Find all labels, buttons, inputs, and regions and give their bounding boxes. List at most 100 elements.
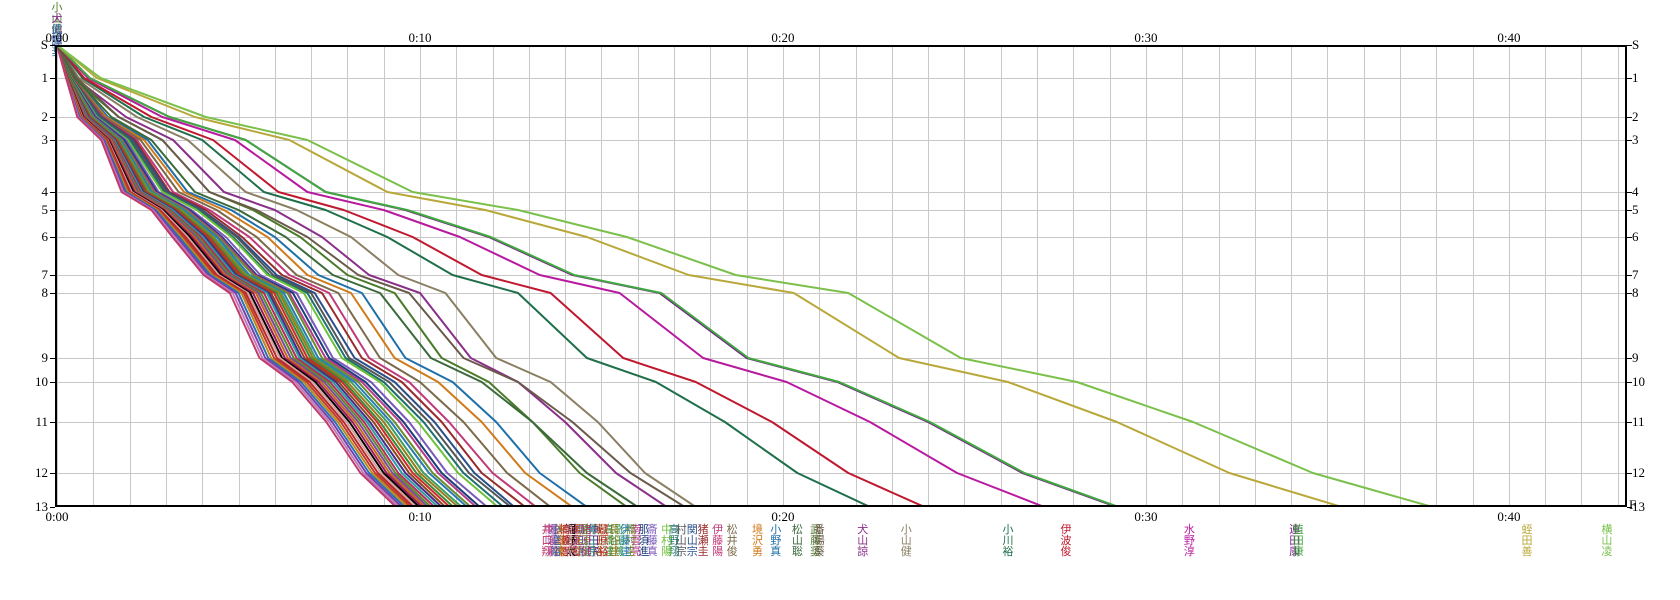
y-axis-finish-label: F: [1629, 497, 1637, 512]
y-axis-tick-label: 9: [1632, 350, 1639, 365]
runner-line: [57, 47, 637, 505]
y-axis-tick-label: 12: [1632, 465, 1645, 480]
runner-line: [57, 47, 1430, 505]
runner-name-label: 栗原俊: [570, 523, 582, 558]
gridline-vertical: [855, 47, 857, 505]
y-axis-tick-label: 2: [1632, 109, 1639, 124]
gridline-vertical: [1000, 47, 1002, 505]
gridline-vertical: [1182, 47, 1184, 505]
y-axis-tick-mark: [50, 382, 55, 383]
runner-name-label: 堀溪司: [547, 523, 559, 558]
y-axis-tick-label: 11: [35, 414, 48, 429]
y-axis-tick-label: S: [40, 37, 48, 52]
x-axis-tick-label: 0:40: [1497, 30, 1521, 45]
gridline-horizontal: [57, 117, 1625, 118]
start-name-label: 犬山諒: [51, 12, 63, 47]
runner-name-label: 蔵原裕: [597, 523, 609, 558]
y-axis-tick-mark: [1627, 422, 1632, 423]
y-axis-tick-mark: [1627, 45, 1632, 46]
y-axis-tick-mark: [50, 358, 55, 359]
runner-name-label: 境沢勇: [752, 523, 763, 558]
gridline-vertical: [637, 47, 639, 505]
x-axis-tick-label: 0:00: [45, 509, 69, 524]
x-axis-tick-label: 0:20: [771, 30, 795, 45]
x-axis-tick-label: 0:10: [408, 509, 432, 524]
runner-line: [57, 47, 869, 505]
y-axis-tick-label: 10: [35, 374, 48, 389]
y-axis-tick-label: 8: [1632, 285, 1639, 300]
x-axis-tick-label: 0:40: [1497, 509, 1521, 524]
y-axis-tick-mark: [1627, 473, 1632, 474]
runner-name-label: 連田康: [1289, 523, 1301, 558]
runner-line: [57, 47, 572, 505]
y-axis-tick-label: 3: [41, 132, 49, 147]
gridline-horizontal: [57, 422, 1625, 423]
y-axis-tick-mark: [1627, 140, 1632, 141]
y-axis-tick-label: S: [1632, 37, 1640, 52]
gridline-vertical: [1545, 47, 1547, 505]
runner-name-label: 南雲亮: [630, 523, 642, 558]
gridline-vertical: [601, 47, 603, 505]
y-axis-tick-mark: [50, 237, 55, 238]
gridline-vertical: [1436, 47, 1438, 505]
gridline-vertical: [93, 47, 95, 505]
y-axis-tick-label: 7: [41, 267, 49, 282]
gridline-vertical: [1327, 47, 1329, 505]
runner-name-label: 楠瀬智: [558, 523, 570, 558]
runner-name-label: 水野淳: [1183, 523, 1195, 558]
gridline-vertical: [1254, 47, 1256, 505]
runner-name-label: 横山朋: [584, 523, 596, 558]
gridline-vertical: [964, 47, 966, 505]
runner-name-label: 村山宗: [675, 523, 687, 558]
gridline-horizontal: [57, 210, 1625, 211]
gridline-horizontal: [57, 293, 1625, 294]
runner-name-label: 藤原花: [567, 523, 579, 558]
gridline-vertical: [129, 47, 131, 505]
runner-name-label: 橋迫靖: [573, 523, 585, 558]
runner-name-label: 那須進: [637, 523, 649, 558]
gridline-horizontal: [57, 473, 1625, 474]
y-axis-tick-label: 4: [1632, 184, 1639, 199]
runner-line: [57, 47, 586, 505]
y-axis-tick-label: 4: [41, 184, 49, 199]
gridline-vertical: [202, 47, 204, 505]
y-axis-tick-label: 6: [1632, 229, 1639, 244]
y-axis-tick-label: 12: [35, 465, 48, 480]
y-axis-tick-mark: [1627, 275, 1632, 276]
y-axis-tick-mark: [1627, 382, 1632, 383]
x-axis-tick-label: 0:20: [771, 509, 795, 524]
start-name-label: 小山健: [51, 1, 63, 36]
y-axis-tick-label: 9: [41, 350, 49, 365]
y-axis-tick-label: 13: [35, 499, 48, 514]
runner-name-label: 長谷建: [608, 523, 620, 558]
runner-name-label: 伊藤建: [619, 523, 631, 558]
runner-name-label: 南崎涼: [544, 523, 556, 558]
y-axis-tick-label: 7: [1632, 267, 1639, 282]
y-axis-tick-mark: [50, 275, 55, 276]
gridline-vertical: [383, 47, 385, 505]
x-axis-tick-label: 0:00: [45, 30, 69, 45]
y-axis-tick-mark: [1627, 78, 1632, 79]
y-axis-tick-label: 1: [41, 70, 49, 85]
runner-name-label: 武藤奨: [810, 523, 822, 558]
runner-line: [57, 47, 695, 505]
runner-name-label: 橋村圭: [625, 523, 636, 558]
runner-name-label: 井口翔: [541, 523, 553, 558]
runner-lines: [57, 47, 1430, 505]
y-axis-tick-mark: [1627, 293, 1632, 294]
gridline-vertical: [165, 47, 167, 505]
y-axis-tick-mark: [50, 45, 55, 46]
runner-name-label: 伊波俊: [1060, 523, 1072, 558]
y-axis-tick-label: 6: [41, 229, 49, 244]
y-axis-tick-mark: [50, 422, 55, 423]
gridline-vertical: [420, 47, 421, 505]
runner-name-label: 仲田宗: [588, 523, 599, 558]
y-axis-tick-label: 10: [1632, 374, 1645, 389]
y-axis-tick-mark: [1627, 192, 1632, 193]
gridline-vertical: [57, 47, 58, 505]
runner-line: [57, 47, 684, 505]
runner-name-label: 小山健: [900, 523, 912, 558]
y-axis-tick-mark: [50, 117, 55, 118]
runner-name-label: 末続文: [556, 523, 567, 558]
gridline-vertical: [782, 47, 784, 505]
